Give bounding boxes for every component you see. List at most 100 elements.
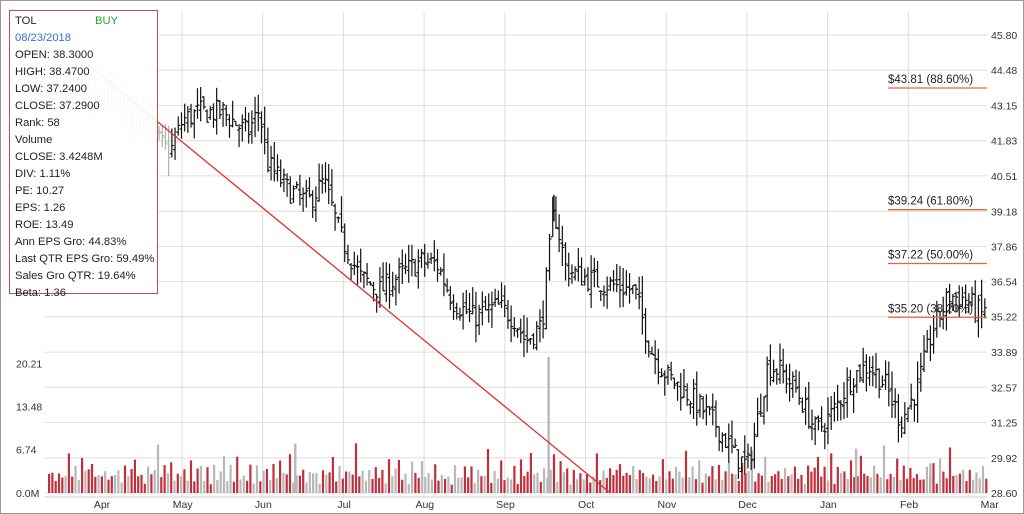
volume-bar (183, 469, 186, 493)
price-tick-label: 41.83 (991, 136, 1017, 148)
volume-bar (823, 466, 826, 493)
volume-bar (589, 482, 592, 493)
volume-bar (361, 470, 364, 493)
volume-bar (770, 475, 773, 493)
volume-bar (130, 469, 133, 493)
fib-level-label: $39.24 (61.80%) (888, 196, 973, 208)
volume-bar (688, 477, 691, 493)
signal-badge: BUY (95, 15, 119, 27)
volume-bar (378, 477, 381, 493)
volume-bar (853, 477, 856, 493)
volume-bar (226, 481, 229, 493)
volume-bar (232, 481, 235, 493)
price-tick-label: 43.15 (991, 101, 1017, 113)
volume-bar (810, 471, 813, 493)
volume-bar (318, 483, 321, 493)
volume-bar (741, 462, 744, 493)
volume-bar (262, 470, 265, 493)
volume-bar (335, 481, 338, 493)
volume-bar (958, 473, 961, 493)
volume-bar (807, 465, 810, 493)
volume-bar (213, 464, 216, 493)
volume-bar (160, 477, 163, 493)
volume-bar (955, 474, 958, 493)
volume-bar (176, 473, 179, 493)
volume-bar (547, 356, 550, 493)
volume-bar (886, 479, 889, 493)
volume-bar (803, 483, 806, 493)
volume-bar (246, 480, 249, 493)
volume-bar (490, 482, 493, 493)
volume-bar (843, 471, 846, 493)
volume-bar (486, 449, 490, 493)
volume-bar (655, 481, 658, 493)
volume-bar (279, 460, 282, 493)
volume-bar (292, 482, 295, 493)
volume-bar (777, 471, 780, 493)
volume-bar (925, 466, 928, 493)
volume-bar (826, 480, 829, 493)
fib-level-label: $35.20 (38.20%) (888, 303, 973, 315)
volume-bar (721, 479, 724, 493)
volume-bar (308, 472, 311, 493)
volume-bar (321, 470, 325, 493)
volume-bar (143, 483, 146, 493)
volume-bar (968, 469, 971, 493)
info-line: CLOSE: 3.4248M (15, 151, 103, 163)
volume-bar (691, 466, 694, 493)
volume-bar (477, 469, 480, 493)
volume-bar (229, 464, 232, 493)
volume-bar (523, 475, 526, 493)
volume-bar (787, 476, 790, 493)
volume-bar (816, 456, 820, 493)
volume-bar (104, 471, 107, 493)
volume-bar (526, 471, 529, 493)
price-tick-label: 39.18 (991, 206, 1017, 218)
volume-bar (599, 480, 602, 493)
volume-bar (463, 466, 466, 493)
volume-bar (137, 476, 140, 493)
volume-bar (678, 471, 681, 493)
volume-bar (945, 478, 948, 493)
volume-bar (54, 480, 57, 493)
volume-bar (939, 458, 942, 493)
volume-bar (965, 481, 968, 493)
volume-bar (922, 479, 925, 493)
volume-bar (882, 445, 886, 493)
volume-bar (840, 473, 843, 493)
volume-bar (889, 473, 892, 493)
volume-bar (609, 468, 612, 493)
volume-bar (628, 475, 631, 493)
volume-bar (896, 458, 899, 493)
volume-bar (219, 471, 222, 493)
volume-bar (704, 473, 707, 493)
price-tick-label: 32.57 (991, 382, 1017, 394)
volume-bar (163, 465, 166, 493)
info-line: HIGH: 38.4700 (15, 66, 90, 78)
volume-bar (460, 477, 463, 493)
volume-bar (420, 460, 424, 493)
volume-bar (110, 476, 113, 493)
volume-bar (556, 481, 559, 493)
volume-bar (546, 477, 549, 493)
volume-bar (981, 465, 985, 493)
volume-bar (315, 473, 318, 493)
volume-bar (661, 459, 664, 493)
volume-bar (100, 476, 103, 493)
volume-bar (972, 479, 975, 493)
volume-bar (114, 474, 117, 493)
volume-bar (912, 478, 915, 493)
volume-bar (381, 469, 384, 493)
volume-bar (813, 467, 816, 493)
volume-bar (602, 470, 605, 493)
volume-bar (978, 478, 981, 493)
volume-bar (203, 481, 206, 493)
volume-bar (714, 479, 717, 493)
volume-bar (430, 479, 433, 493)
volume-bar (698, 460, 701, 493)
volume-bar (107, 479, 110, 493)
volume-bar (952, 475, 955, 493)
volume-bar (417, 477, 420, 493)
volume-bar (67, 453, 70, 493)
volume-bar (500, 460, 503, 493)
